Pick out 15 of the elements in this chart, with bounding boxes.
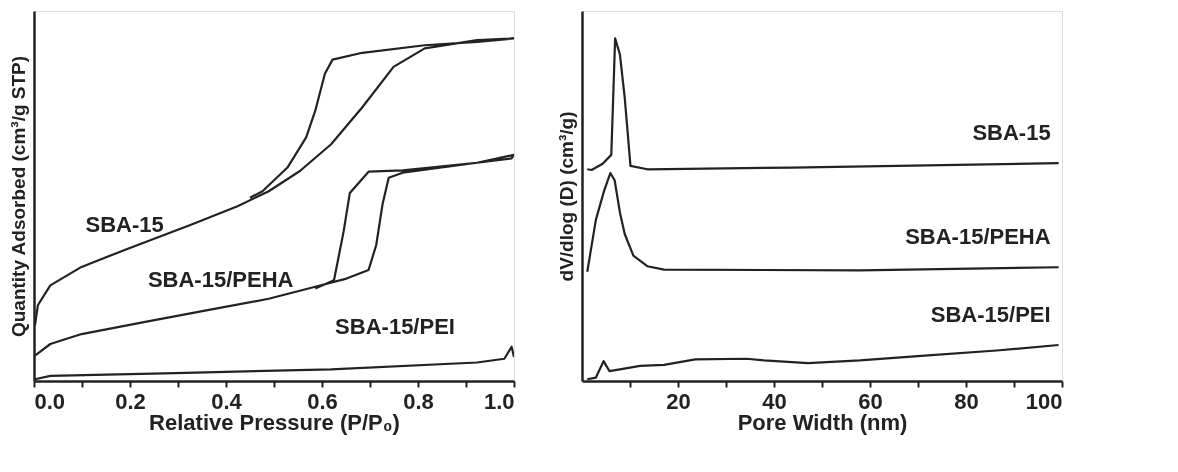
x-tick-label: 0.0 bbox=[34, 388, 66, 414]
x-tick-label: 1.0 bbox=[483, 388, 515, 414]
x-tick-label: 0.8 bbox=[403, 388, 434, 414]
x-tick-label: 0.2 bbox=[115, 388, 146, 414]
x-tick-label: 20 bbox=[666, 388, 691, 414]
x-tick-label: 100 bbox=[1025, 388, 1063, 414]
y-axis-title: dV/dlog (D) (cm³/g) bbox=[555, 111, 577, 282]
series-label: SBA-15/PEHA bbox=[147, 267, 294, 293]
series-label: SBA-15/PEI bbox=[930, 302, 1051, 328]
series-label: SBA-15/PEI bbox=[335, 314, 455, 340]
series-label: SBA-15 bbox=[85, 211, 164, 237]
series-label: SBA-15/PEHA bbox=[905, 224, 1051, 250]
x-tick-label: 80 bbox=[954, 388, 979, 414]
y-axis-title: Quantity Adsorbed (cm³/g STP) bbox=[7, 55, 29, 338]
series-label: SBA-15 bbox=[972, 120, 1051, 146]
